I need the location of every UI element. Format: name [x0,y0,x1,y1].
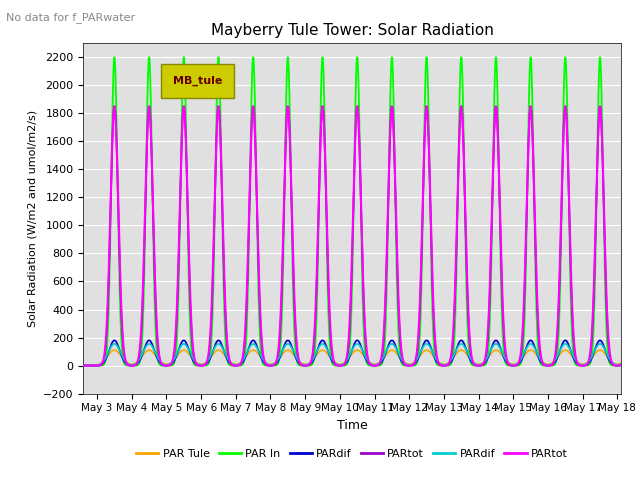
Text: No data for f_PARwater: No data for f_PARwater [6,12,136,23]
Legend: PAR Tule, PAR In, PARdif, PARtot, PARdif, PARtot: PAR Tule, PAR In, PARdif, PARtot, PARdif… [132,444,572,464]
FancyBboxPatch shape [161,64,234,97]
Title: Mayberry Tule Tower: Solar Radiation: Mayberry Tule Tower: Solar Radiation [211,23,493,38]
X-axis label: Time: Time [337,419,367,432]
Text: MB_tule: MB_tule [173,76,222,86]
Y-axis label: Solar Radiation (W/m2 and umol/m2/s): Solar Radiation (W/m2 and umol/m2/s) [28,110,37,327]
